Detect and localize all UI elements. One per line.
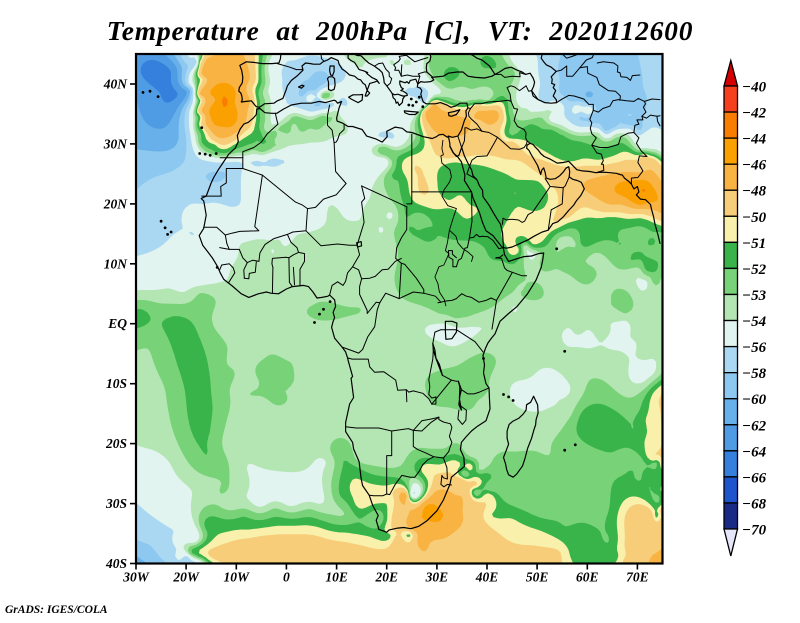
- svg-text:30W: 30W: [122, 570, 150, 585]
- svg-text:−53: −53: [742, 288, 767, 304]
- svg-text:−46: −46: [742, 158, 767, 174]
- svg-text:40N: 40N: [103, 77, 129, 92]
- svg-text:−58: −58: [742, 366, 767, 382]
- svg-text:−68: −68: [742, 497, 767, 513]
- svg-text:−56: −56: [742, 340, 767, 356]
- svg-text:−50: −50: [742, 210, 767, 226]
- svg-text:−64: −64: [742, 444, 767, 460]
- svg-text:EQ: EQ: [107, 316, 127, 331]
- svg-text:20W: 20W: [172, 570, 200, 585]
- svg-text:−48: −48: [742, 184, 767, 200]
- svg-text:40E: 40E: [475, 570, 499, 585]
- svg-text:20S: 20S: [105, 436, 127, 451]
- svg-text:−70: −70: [742, 523, 767, 539]
- svg-text:10S: 10S: [106, 376, 127, 391]
- svg-text:−42: −42: [742, 106, 767, 122]
- svg-text:−44: −44: [742, 132, 767, 148]
- svg-text:GrADS: IGES/COLA: GrADS: IGES/COLA: [5, 604, 108, 616]
- svg-text:−54: −54: [742, 314, 767, 330]
- svg-text:60E: 60E: [576, 570, 599, 585]
- svg-text:−62: −62: [742, 418, 767, 434]
- svg-text:70E: 70E: [626, 570, 649, 585]
- svg-text:10W: 10W: [224, 570, 251, 585]
- svg-text:30S: 30S: [105, 496, 127, 511]
- svg-text:−40: −40: [742, 80, 767, 96]
- svg-text:10E: 10E: [325, 570, 348, 585]
- svg-text:30N: 30N: [103, 136, 129, 151]
- svg-text:30E: 30E: [425, 570, 449, 585]
- svg-text:50E: 50E: [526, 570, 549, 585]
- svg-text:−66: −66: [742, 470, 767, 486]
- svg-text:−52: −52: [742, 262, 767, 278]
- svg-text:10N: 10N: [104, 256, 129, 271]
- svg-text:Temperature at 200hPa [C], VT:: Temperature at 200hPa [C], VT: 202011260…: [107, 15, 694, 46]
- svg-text:40S: 40S: [105, 556, 127, 571]
- svg-text:20N: 20N: [103, 196, 129, 211]
- svg-text:−51: −51: [742, 236, 766, 252]
- svg-text:20E: 20E: [374, 570, 398, 585]
- svg-text:0: 0: [283, 570, 290, 585]
- svg-text:−60: −60: [742, 392, 767, 408]
